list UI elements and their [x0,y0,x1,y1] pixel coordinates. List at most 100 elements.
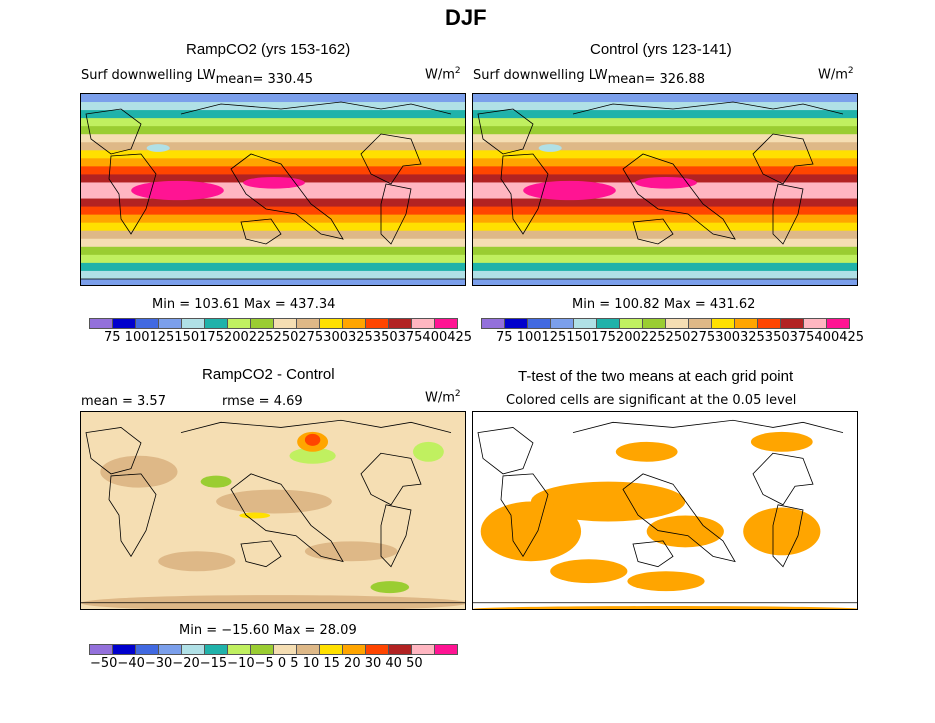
panel3-title: RampCO2 - Control [202,366,335,383]
coastline [85,427,142,475]
colorbar [481,318,850,329]
colorbar-swatch [620,319,643,328]
contour-band [81,262,465,272]
contour-band [131,180,224,201]
colorbar-swatch [643,319,666,328]
contour-band [523,180,616,201]
colorbar-swatch [90,645,113,654]
contour-band [216,489,332,514]
contour-band [538,144,562,152]
contour-band [100,455,178,488]
contour-band [473,214,857,224]
colorbar-swatch [597,319,620,328]
contour-band [304,541,398,562]
colorbar [89,644,458,655]
contour-band [635,176,697,189]
colorbar-swatch [389,645,412,654]
contour-band [146,144,170,152]
panel2-subtitle: Surf downwelling LWmean= 326.88 [473,68,705,87]
contour-band [81,222,465,232]
colorbar-swatch [205,645,228,654]
coastline [180,419,452,434]
figure-title: DJF [445,5,487,30]
significant-region [473,606,857,609]
colorbar-swatch [389,319,412,328]
contour-band [289,447,336,464]
colorbar-swatch [228,319,251,328]
contour-band [81,198,465,208]
contour-map [473,94,857,285]
panel1-title: RampCO2 (yrs 153-162) [186,41,351,58]
variable-label: Surf downwelling LW [473,68,608,83]
significant-region [646,515,724,548]
significant-region [627,571,705,592]
colorbar-swatch [159,319,182,328]
contour-band [473,134,857,144]
contour-band [473,222,857,232]
coastline [477,427,534,475]
contour-band [243,176,305,189]
colorbar-swatch [159,645,182,654]
map-rampco2 [80,93,466,286]
significant-region [750,431,813,452]
coastline [380,504,412,568]
contour-band [81,214,465,224]
colorbar-swatch [435,645,457,654]
colorbar-swatch [113,319,136,328]
contour-band [81,142,465,152]
colorbar-swatch [182,645,205,654]
colorbar-swatch [804,319,827,328]
contour-band [304,433,321,446]
colorbar-labels: 75 1001251501752002252502753003253503754… [104,330,473,345]
colorbar-swatch [712,319,735,328]
colorbar-swatch [136,645,159,654]
contour-band [81,246,465,256]
units: W/m [425,67,455,83]
colorbar-swatch [297,319,320,328]
map-control [472,93,858,286]
significant-region [480,501,582,562]
units-exp: 2 [454,66,461,76]
contour-map [81,94,465,285]
colorbar [89,318,458,329]
coastline [360,452,422,506]
colorbar-swatch [689,319,712,328]
coastline [108,153,157,235]
coastline [632,540,674,568]
contour-band [200,475,232,488]
colorbar-swatch [366,319,389,328]
coastline [622,473,736,563]
panel3-mean: mean = 3.57 [81,394,166,409]
coastline [240,218,282,245]
colorbar-swatch [274,645,297,654]
contour-band [473,102,857,112]
colorbar-swatch [827,319,849,328]
contour-band [473,158,857,168]
contour-band [81,94,465,104]
panel4-subtitle: Colored cells are significant at the 0.0… [506,393,797,408]
panel3-rmse: rmse = 4.69 [222,394,303,409]
colorbar-labels: 75 1001251501752002252502753003253503754… [496,330,865,345]
colorbar-swatch [412,645,435,654]
colorbar-swatch [297,645,320,654]
contour-band [81,150,465,160]
contour-band [473,94,857,104]
contour-band [158,551,236,572]
coastline [85,108,142,155]
coastline [360,133,422,185]
contour-band [473,198,857,208]
colorbar-swatch [320,645,343,654]
colorbar-swatch [228,645,251,654]
significant-region [615,441,678,462]
contour-band [473,230,857,240]
contour-band [473,254,857,264]
units: W/m [818,67,848,83]
coastline [632,218,674,245]
colorbar-swatch [482,319,505,328]
colorbar-swatch [735,319,758,328]
colorbar-swatch [113,645,136,654]
variable-label: Surf downwelling LW [81,68,216,83]
colorbar-swatch [320,319,343,328]
colorbar-labels: −50−40−30−20−15−10−5 0 5 10 15 20 30 40 … [90,656,423,671]
